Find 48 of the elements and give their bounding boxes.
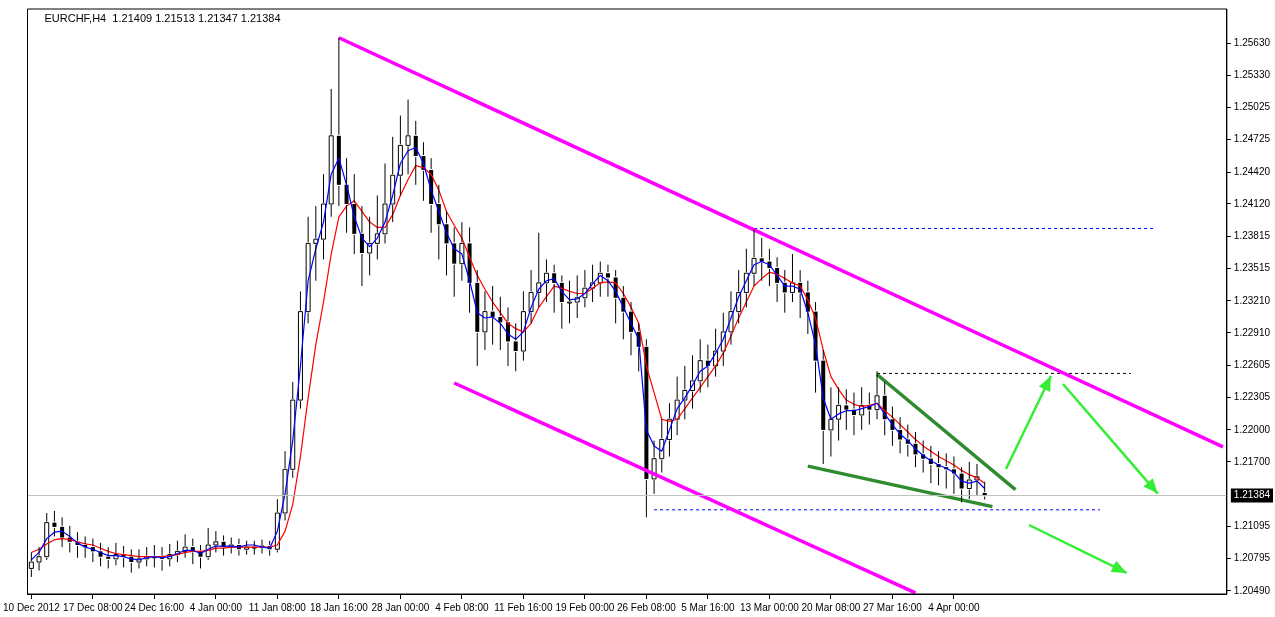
y-tick-label: 1.22305 [1233,391,1271,403]
y-tick-label: 1.22605 [1233,359,1271,371]
y-tick-label: 1.25025 [1233,101,1271,113]
x-tick-label: 5 Mar 16:00 [681,601,736,613]
candlestick [844,388,849,431]
y-tick-label: 1.23515 [1233,262,1271,274]
candlestick [821,349,826,465]
x-tick-label: 4 Jan 00:00 [189,601,243,613]
candlestick [452,226,457,298]
y-tick-label: 1.24420 [1233,165,1271,177]
x-tick-label: 4 Feb 08:00 [435,601,490,613]
x-tick-label: 13 Mar 00:00 [739,601,800,613]
y-tick-label: 1.21700 [1233,455,1271,467]
candlestick [498,296,503,351]
candlestick [959,466,964,503]
y-tick-label: 1.22000 [1233,423,1271,435]
x-tick-label: 11 Jan 08:00 [248,601,307,613]
x-tick-label: 4 Apr 00:00 [928,601,980,613]
candlestick [605,264,610,298]
y-tick-label: 1.25330 [1233,68,1271,80]
candlestick [60,516,65,548]
candlestick [513,322,518,372]
ref-line-label: 1.21384 [1233,489,1271,501]
y-tick-label: 1.23210 [1233,294,1271,306]
x-tick-label: 18 Jan 16:00 [309,601,369,613]
x-tick-label: 28 Jan 00:00 [371,601,430,613]
y-tick-label: 1.25630 [1233,36,1271,48]
y-tick-label: 1.21095 [1233,520,1271,532]
x-tick-label: 24 Dec 16:00 [124,601,185,613]
candlestick [475,269,480,367]
chart-title: EURCHF,H4 1.21409 1.21513 1.21347 1.21384 [44,12,281,25]
x-tick-label: 27 Mar 16:00 [862,601,923,613]
x-tick-label: 10 Dec 2012 [3,601,61,613]
y-tick-label: 1.24120 [1233,197,1271,209]
x-tick-label: 26 Feb 08:00 [616,601,677,613]
candlestick [759,237,764,282]
x-tick-label: 11 Feb 16:00 [494,601,553,613]
candlestick [336,37,341,207]
x-tick-label: 19 Feb 00:00 [555,601,615,613]
y-tick-label: 1.22910 [1233,326,1271,338]
y-tick-label: 1.23815 [1233,230,1271,242]
candlestick [789,253,795,303]
x-tick-label: 17 Dec 08:00 [63,601,124,613]
y-tick-label: 1.20795 [1233,552,1271,564]
y-tick-label: 1.20490 [1233,584,1271,596]
y-tick-label: 1.24725 [1233,133,1271,145]
x-tick-label: 20 Mar 08:00 [801,601,861,613]
candlestick [52,510,57,537]
